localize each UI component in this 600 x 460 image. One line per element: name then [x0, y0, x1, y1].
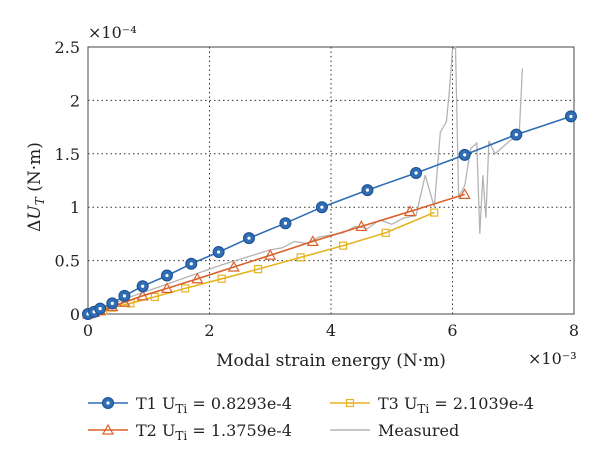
data-point-t3	[254, 265, 263, 274]
x-tick-label: 4	[326, 321, 336, 340]
data-point-t1-center	[569, 114, 573, 119]
data-point-t3	[339, 241, 348, 250]
data-point-t2	[355, 220, 368, 232]
data-point-t1-center	[414, 171, 418, 175]
data-point-t3	[181, 284, 190, 293]
y-tick-label: 1.5	[55, 145, 80, 164]
data-point-t1-center	[122, 294, 127, 298]
legend-item-measured: Measured	[330, 421, 459, 440]
series-line-t2	[87, 193, 465, 315]
data-point-t3	[296, 253, 305, 262]
data-point-t1-center	[165, 273, 169, 278]
legend-label-t1: T1 UTi = 0.8293e-4	[136, 394, 292, 416]
legend-label-t3: T3 UTi = 2.1039e-4	[378, 394, 534, 416]
series-layer	[81, 45, 577, 320]
legend-marker-center	[106, 401, 110, 405]
legend-label-t2: T2 UTi = 1.3759e-4	[136, 421, 292, 443]
data-point-t2	[118, 296, 131, 307]
data-point-t1-center	[110, 301, 114, 305]
y-axis-label: ΔUT (N·m)	[25, 142, 47, 232]
y-axis-exponent: ×10⁻⁴	[88, 23, 137, 42]
data-point-t1-center	[320, 205, 324, 209]
legend-item-t1: T1 UTi = 0.8293e-4	[88, 394, 292, 416]
tick-labels: 0 2 4 6 8 0 0.5 1 1.5 2 2.5	[55, 38, 580, 340]
data-point-t2	[227, 260, 240, 272]
series-measured	[87, 45, 524, 315]
series-t1	[82, 110, 577, 320]
series-line-t3	[87, 211, 435, 315]
legend: T1 UTi = 0.8293e-4 T2 UTi = 1.3759e-4 T3 U…	[88, 394, 534, 443]
data-point-t1-center	[98, 307, 102, 311]
y-tick-label: 2	[70, 91, 80, 110]
data-point-t1-center	[463, 153, 467, 157]
plot-area-frame	[87, 46, 575, 315]
y-tick-label: 0.5	[55, 252, 80, 271]
y-tick-label: 1	[70, 198, 80, 217]
data-point-t2	[403, 205, 416, 217]
x-tick-label: 2	[204, 321, 214, 340]
data-point-t1-center	[514, 132, 518, 137]
x-tick-label: 8	[569, 321, 579, 340]
data-point-t1-center	[283, 221, 288, 225]
x-axis-label: Modal strain energy (N·m)	[216, 351, 446, 371]
x-tick-label: 6	[447, 321, 457, 340]
data-point-t2	[458, 188, 471, 199]
grid-lines	[88, 47, 574, 314]
data-point-t1-center	[189, 262, 193, 266]
data-point-t3	[217, 274, 226, 283]
series-t2	[81, 188, 471, 319]
legend-marker	[101, 423, 115, 435]
data-point-t3	[381, 228, 390, 237]
data-point-t2	[136, 289, 149, 301]
series-line-t1	[87, 115, 572, 315]
data-point-t1-center	[247, 236, 251, 240]
legend-marker	[345, 398, 355, 408]
x-tick-label: 0	[83, 321, 93, 340]
y-tick-label: 0	[70, 305, 80, 324]
legend-label-measured: Measured	[378, 421, 459, 440]
data-point-t1-center	[217, 250, 221, 254]
y-tick-label: 2.5	[55, 38, 80, 57]
data-point-t2	[264, 249, 277, 260]
data-point-t3	[150, 292, 159, 302]
data-point-t2	[160, 282, 173, 293]
series-t3	[83, 208, 439, 319]
x-axis-exponent: ×10⁻³	[528, 349, 577, 368]
data-point-t3	[430, 208, 439, 217]
legend-item-t3: T3 UTi = 2.1039e-4	[330, 394, 534, 416]
legend-item-t2: T2 UTi = 1.3759e-4	[88, 421, 292, 443]
data-point-t2	[191, 272, 204, 284]
data-point-t1-center	[365, 188, 370, 192]
data-point-t2	[306, 235, 319, 246]
data-point-t1-center	[141, 284, 145, 288]
series-line-measured	[87, 45, 524, 315]
